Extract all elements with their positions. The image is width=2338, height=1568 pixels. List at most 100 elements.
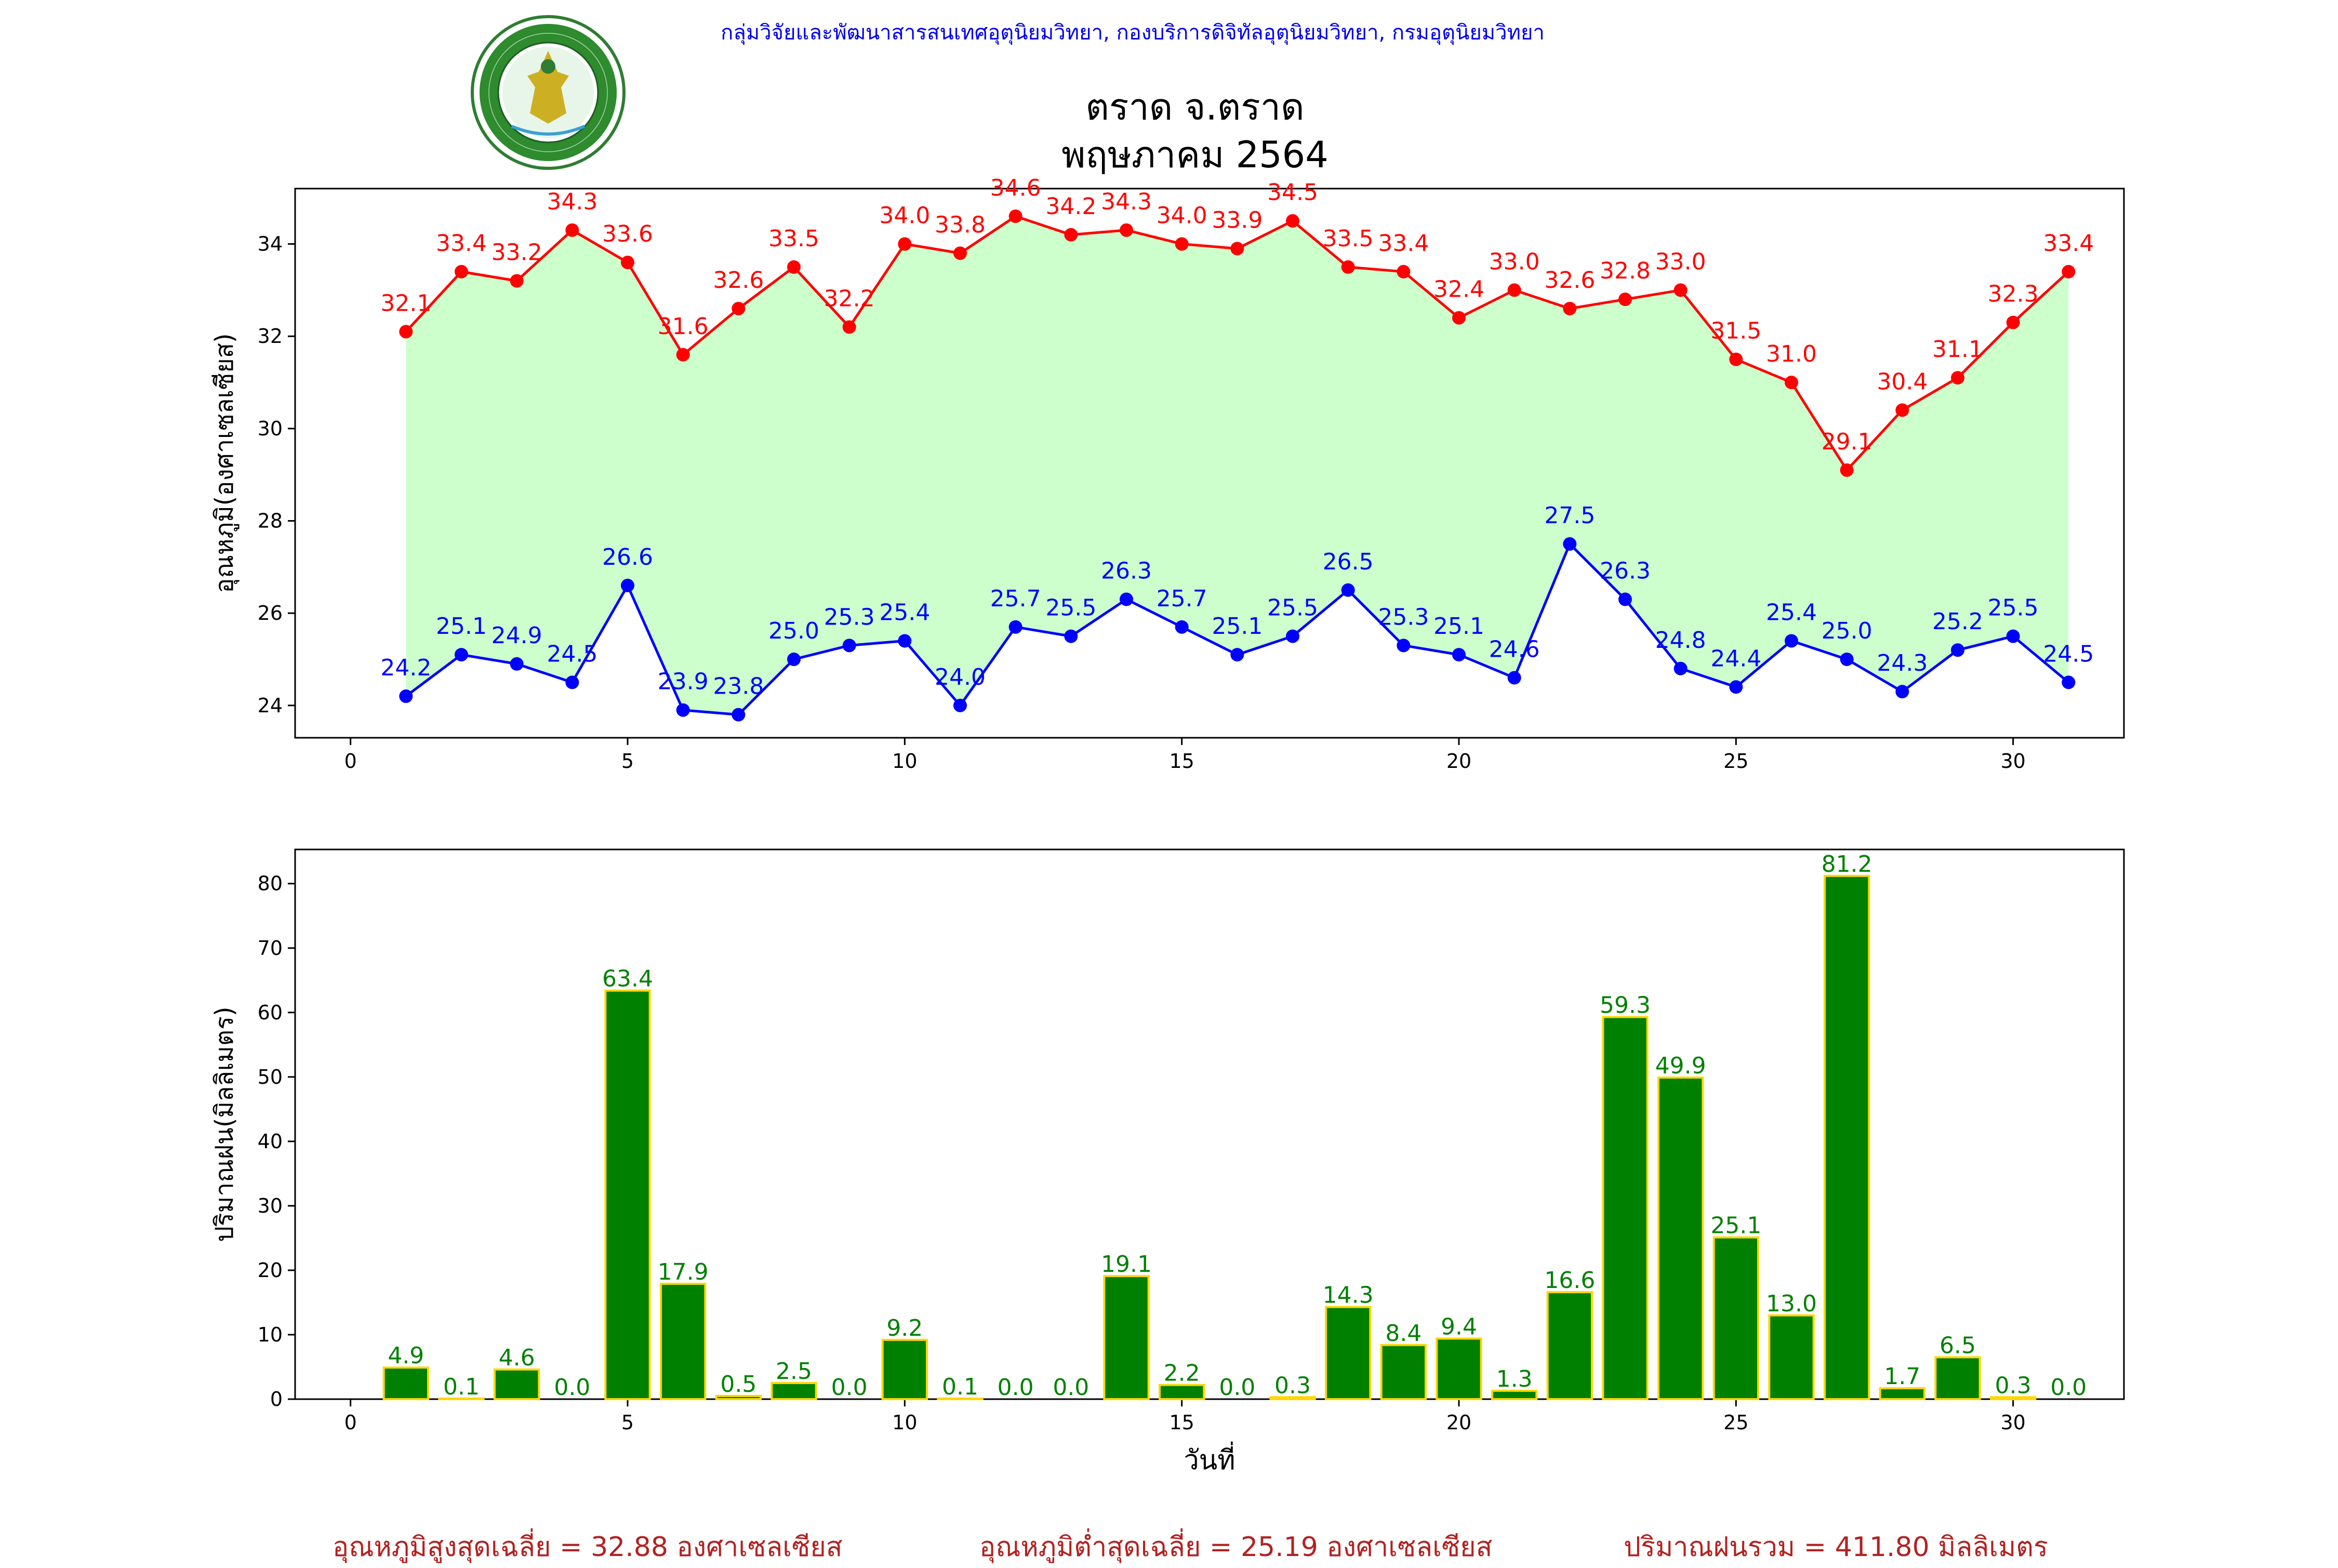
min-temp-data-label: 24.0	[935, 664, 986, 690]
min-temp-data-label: 23.8	[713, 673, 764, 700]
min-temp-data-label: 25.1	[1212, 613, 1263, 640]
rainfall-data-label: 14.3	[1323, 1282, 1374, 1309]
min-temp-point	[732, 708, 746, 722]
rain-x-tick-label: 30	[2000, 1411, 2025, 1434]
min-temp-data-label: 27.5	[1544, 502, 1595, 529]
max-temp-point	[1230, 242, 1244, 256]
rain-y-tick-label: 70	[258, 937, 283, 960]
rainfall-data-label: 4.6	[499, 1345, 535, 1371]
temp-y-tick-label: 24	[258, 694, 283, 717]
max-temp-point	[953, 246, 967, 260]
avg-max-temp-summary: อุณหภูมิสูงสุดเฉลี่ย = 32.88 องศาเซลเซีย…	[333, 1532, 843, 1563]
max-temp-data-label: 34.0	[879, 203, 930, 229]
temp-x-tick-label: 0	[344, 750, 357, 773]
min-temp-data-label: 24.8	[1655, 627, 1706, 654]
max-temp-data-label: 31.5	[1710, 318, 1761, 344]
max-temp-point	[842, 320, 856, 334]
min-temp-point	[1341, 583, 1355, 597]
rain-x-tick-label: 25	[1723, 1411, 1748, 1434]
rainfall-data-label: 0.0	[831, 1374, 868, 1401]
summary-footer: อุณหภูมิสูงสุดเฉลี่ย = 32.88 องศาเซลเซีย…	[0, 1525, 2338, 1566]
rainfall-bar	[1990, 1396, 2037, 1401]
title-line-1: ตราด จ.ตราด	[1085, 86, 1305, 128]
max-temp-data-label: 32.2	[824, 285, 875, 312]
rain-y-tick-label: 30	[258, 1194, 283, 1217]
total-rainfall-summary: ปริมาณฝนรวม = 411.80 มิลลิเมตร	[1624, 1532, 2048, 1563]
rainfall-data-label: 59.3	[1600, 992, 1651, 1018]
min-temp-point	[455, 648, 468, 662]
rain-x-tick-label: 0	[344, 1411, 357, 1434]
rainfall-data-label: 81.2	[1822, 851, 1872, 878]
max-temp-data-label: 32.8	[1600, 258, 1651, 284]
rainfall-data-label: 0.3	[1274, 1372, 1311, 1399]
max-temp-data-label: 34.5	[1267, 179, 1318, 206]
max-temp-point	[399, 325, 413, 339]
rain-y-tick-label: 60	[258, 1001, 283, 1024]
rainfall-data-label: 0.0	[554, 1374, 590, 1401]
min-temp-data-label: 26.3	[1600, 558, 1651, 584]
max-temp-point	[2062, 264, 2076, 278]
max-temp-point	[1840, 463, 1854, 477]
min-temp-data-label: 26.6	[602, 544, 653, 570]
rainfall-data-label: 17.9	[658, 1259, 709, 1285]
max-temp-data-label: 33.9	[1212, 207, 1263, 233]
max-temp-data-label: 32.1	[380, 290, 431, 316]
min-temp-point	[1729, 680, 1743, 694]
min-temp-data-label: 24.5	[547, 641, 597, 667]
temp-y-tick-label: 30	[258, 417, 283, 440]
rainfall-data-label: 0.1	[942, 1374, 978, 1400]
min-temp-point	[1951, 643, 1964, 657]
max-temp-point	[1120, 223, 1133, 237]
rainfall-bar	[1824, 874, 1870, 1401]
max-temp-point	[565, 223, 579, 237]
min-temp-point	[565, 675, 579, 689]
min-temp-data-label: 23.9	[658, 669, 709, 695]
min-temp-point	[787, 653, 801, 666]
rain-x-tick-label: 10	[892, 1411, 917, 1434]
min-temp-point	[953, 698, 967, 712]
min-temp-data-label: 25.3	[1378, 604, 1429, 630]
rainfall-data-label: 49.9	[1655, 1053, 1706, 1079]
rainfall-bar	[771, 1381, 817, 1400]
rain-x-tick-label: 5	[621, 1411, 634, 1434]
rainfall-bar	[1879, 1387, 1926, 1400]
max-temp-data-label: 32.4	[1433, 276, 1484, 303]
max-temp-point	[1397, 264, 1411, 278]
min-temp-point	[1618, 592, 1632, 606]
max-temp-point	[1785, 376, 1798, 390]
min-temp-point	[1175, 620, 1189, 634]
rainfall-data-label: 0.0	[998, 1374, 1034, 1401]
temp-x-tick-label: 30	[2000, 750, 2025, 773]
rainfall-bar	[660, 1282, 707, 1400]
rainfall-data-label: 2.2	[1164, 1360, 1200, 1387]
max-temp-point	[2006, 315, 2020, 329]
temperature-chart: 0 5 10 15 20 25 30 24 26 28 30 32 34 อุณหภูมิ(องศาเซล…	[210, 175, 2125, 773]
rainfall-bar	[494, 1368, 540, 1400]
min-temp-point	[1064, 629, 1078, 643]
rain-y-tick-label: 40	[258, 1130, 283, 1153]
chart-title: ตราด จ.ตราด พฤษภาคม 2564	[909, 83, 1481, 179]
max-temp-data-label: 32.6	[1544, 267, 1595, 294]
min-temp-data-label: 26.5	[1323, 549, 1374, 575]
rainfall-data-label: 0.3	[1995, 1372, 2031, 1399]
rainfall-bar	[1159, 1384, 1205, 1401]
max-temp-point	[1286, 214, 1299, 228]
max-temp-data-label: 33.4	[436, 230, 487, 257]
rainfall-bar	[1436, 1337, 1482, 1401]
temp-x-tick-label: 15	[1169, 750, 1194, 773]
avg-min-temp-summary: อุณหภูมิต่ำสุดเฉลี่ย = 25.19 องศาเซลเซีย…	[979, 1532, 1493, 1563]
rainfall-bar	[715, 1394, 762, 1400]
max-temp-point	[1064, 228, 1078, 242]
min-temp-data-label: 25.7	[990, 586, 1041, 612]
min-temp-data-label: 24.2	[380, 655, 431, 681]
temp-y-tick-label: 28	[258, 510, 283, 533]
min-temp-data-label: 25.5	[1267, 595, 1318, 621]
temp-x-tick-label: 5	[621, 750, 634, 773]
max-temp-point	[1563, 301, 1577, 315]
rain-y-tick-label: 20	[258, 1259, 283, 1282]
min-temp-point	[1895, 685, 1909, 699]
rain-y-tick-label: 50	[258, 1066, 283, 1088]
max-temp-data-label: 31.1	[1932, 336, 1983, 363]
min-temp-point	[1563, 537, 1577, 551]
